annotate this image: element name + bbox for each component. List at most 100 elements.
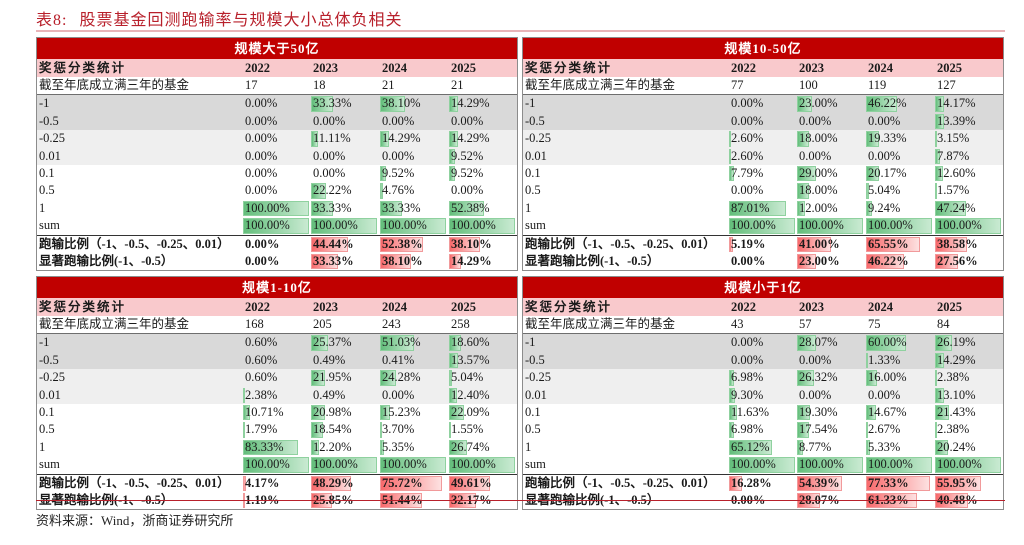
green-data-bar (866, 457, 932, 473)
red-data-bar (449, 253, 461, 270)
value-cell: 100.00% (311, 456, 379, 473)
row-0-1: 0.1 7.79% 29.00% 20.17% 12.60% (523, 165, 1003, 182)
row-0-5: 0.5 0.00% 18.00% 5.04% 1.57% (523, 182, 1003, 199)
value-cell: 0.00% (799, 352, 832, 367)
ratio-cell: 0.00% (731, 492, 766, 507)
green-data-bar (311, 218, 377, 234)
value-cell: 13.57% (449, 352, 490, 369)
value-cell: 100.00% (729, 456, 797, 473)
ratio-cell: 14.29% (449, 253, 492, 270)
value-cell: 2.38% (243, 387, 278, 403)
green-data-bar (729, 218, 795, 234)
value-cell: 7.79% (729, 165, 764, 182)
green-data-bar (311, 370, 325, 386)
fund-count-cell: 43 (731, 317, 744, 331)
year-header: 2023 (799, 61, 824, 75)
value-cell: 33.33% (380, 200, 421, 217)
row-sum: sum 100.00% 100.00% 100.00% 100.00% (37, 217, 517, 236)
value-cell: 0.60% (245, 352, 278, 367)
row-label: 0.1 (525, 165, 541, 180)
red-data-bar (380, 253, 411, 270)
red-data-bar (866, 236, 920, 252)
value-cell: 13.10% (935, 387, 976, 403)
fund-count-row: 截至年底成立满三年的基金 17 18 21 21 (37, 77, 517, 96)
panel-title: 规模大于50亿 (37, 38, 517, 59)
green-data-bar (243, 200, 309, 217)
row-label: 0.5 (39, 422, 55, 437)
value-cell: 29.00% (797, 165, 838, 182)
red-data-bar (380, 475, 442, 491)
panel-title: 规模10-50亿 (523, 38, 1003, 59)
row-label: 1 (525, 200, 532, 215)
green-data-bar (311, 335, 328, 351)
panel-title: 规模小于1亿 (523, 277, 1003, 298)
fund-count-cell: 100 (799, 78, 818, 92)
value-cell: 20.24% (935, 439, 976, 456)
value-cell: 0.00% (731, 352, 764, 367)
ratio-cell: 5.19% (729, 236, 766, 252)
ratio-cell: 4.17% (243, 475, 280, 491)
value-cell: 10.71% (243, 404, 284, 421)
panel-scale-under-1: 规模小于1亿 奖惩分类统计 2022 2023 2024 2025 截至年底成立满三年的基金… (522, 276, 1004, 511)
value-cell: 0.00% (731, 96, 764, 111)
value-cell: 100.00% (866, 456, 934, 473)
fund-count-cell: 205 (313, 317, 332, 331)
green-data-bar (729, 148, 731, 164)
row-minus-0-5: -0.5 0.00% 0.00% 0.00% 13.39% (523, 112, 1003, 131)
red-data-bar (311, 253, 338, 270)
row-label: 显著跑输比例(-1、-0.5） (525, 492, 660, 507)
green-data-bar (797, 96, 812, 112)
value-cell: 0.00% (451, 113, 484, 128)
value-cell: 0.00% (245, 96, 278, 111)
fund-count-cell: 17 (245, 78, 258, 92)
value-cell: 100.00% (935, 456, 1003, 473)
row-label: 显著跑输比例(-1、-0.5） (39, 492, 174, 507)
value-cell: 0.00% (382, 387, 415, 402)
value-cell: 11.11% (311, 131, 351, 147)
ratio-cell: 41.00% (797, 236, 840, 252)
green-data-bar (935, 148, 940, 164)
value-cell: 0.00% (245, 131, 278, 146)
value-cell: 38.10% (380, 96, 421, 112)
value-cell: 100.00% (449, 217, 517, 234)
value-cell: 1.79% (243, 422, 278, 438)
fund-count-cell: 243 (382, 317, 401, 331)
year-header: 2025 (937, 300, 962, 314)
green-data-bar (449, 352, 458, 369)
value-cell: 33.33% (311, 200, 352, 217)
value-cell: 16.00% (866, 370, 907, 386)
value-cell: 12.00% (797, 200, 838, 217)
green-data-bar (449, 457, 515, 473)
value-cell: 0.60% (245, 335, 278, 350)
fund-count-cell: 75 (868, 317, 881, 331)
table-number: 表8: (36, 12, 68, 29)
value-cell: 14.67% (866, 404, 907, 421)
green-data-bar (866, 370, 877, 386)
green-data-bar (935, 387, 944, 403)
row-0-1: 0.1 11.63% 19.30% 14.67% 21.43% (523, 404, 1003, 421)
value-cell: 12.40% (449, 387, 490, 403)
row-label: 1 (39, 200, 46, 215)
green-data-bar (449, 131, 458, 147)
table-title: 表8: 股票基金回测跑输率与规模大小总体负相关 (36, 6, 402, 30)
value-cell: 18.00% (797, 183, 838, 199)
value-cell: 5.33% (866, 439, 901, 456)
year-header: 2023 (313, 300, 338, 314)
green-data-bar (729, 404, 737, 421)
row-label: -0.25 (39, 131, 66, 146)
year-header: 2023 (313, 61, 338, 75)
ratio-cell: 16.28% (729, 475, 772, 491)
value-cell: 0.41% (382, 352, 415, 367)
fund-count-cell: 84 (937, 317, 950, 331)
value-cell: 12.60% (935, 165, 976, 182)
row-0-1: 0.1 0.00% 0.00% 9.52% 9.52% (37, 165, 517, 182)
row-1: 1 87.01% 12.00% 9.24% 47.24% (523, 200, 1003, 217)
row-label: 0.5 (525, 183, 541, 198)
year-header: 2022 (245, 61, 270, 75)
row-0-5: 0.5 1.79% 18.54% 3.70% 1.55% (37, 421, 517, 438)
value-cell: 5.35% (380, 439, 415, 456)
value-cell: 60.00% (866, 335, 907, 351)
green-data-bar (380, 422, 382, 438)
value-cell: 14.29% (935, 352, 976, 369)
row-label: -0.25 (525, 370, 552, 385)
